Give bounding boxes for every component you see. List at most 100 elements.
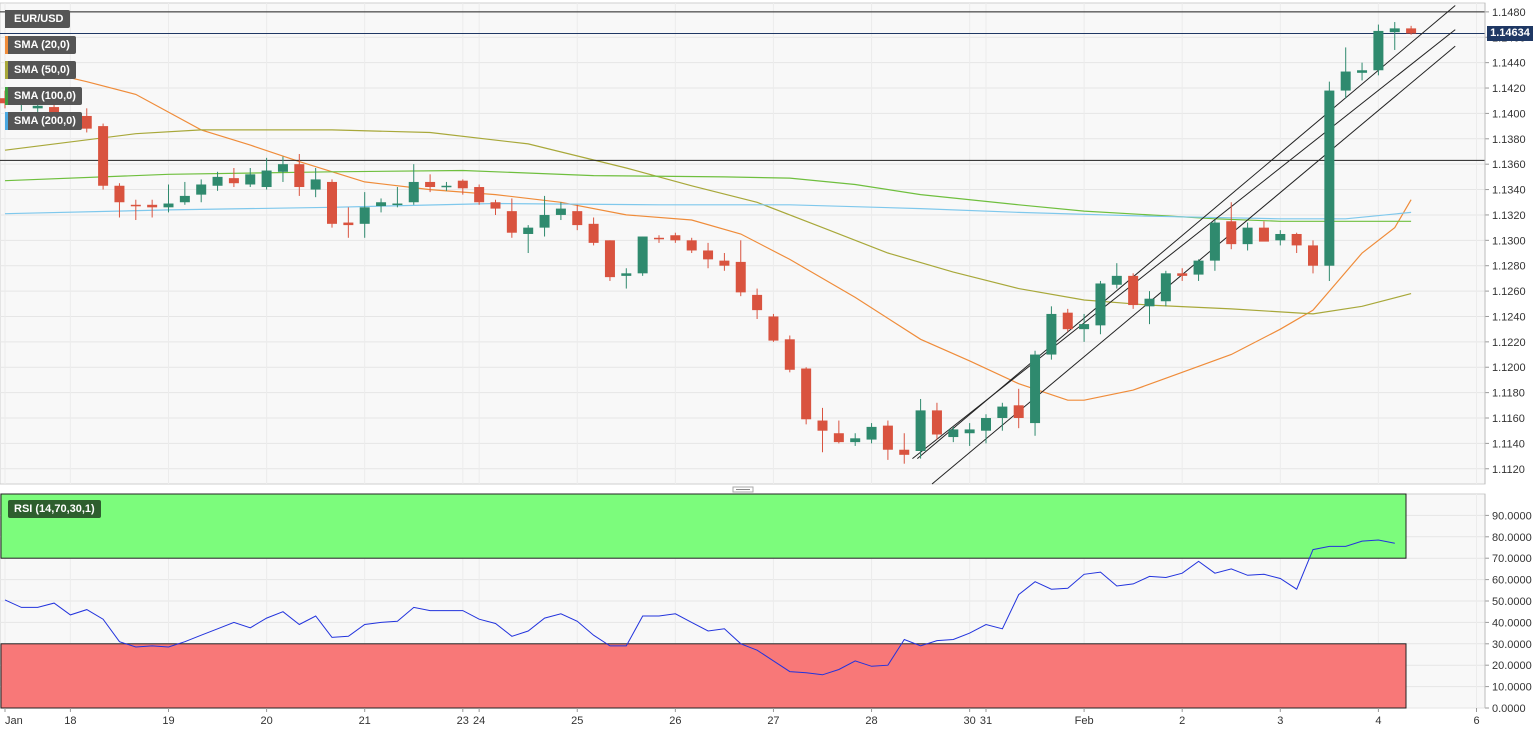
- candle: [474, 184, 485, 205]
- legend-item[interactable]: SMA (50,0): [5, 61, 76, 79]
- time-tick-label: 26: [669, 715, 681, 727]
- pane-splitter-handle[interactable]: [732, 486, 754, 493]
- rsi-tick-label: 30.0000: [1492, 639, 1532, 651]
- candle-body: [1046, 313, 1057, 355]
- candle-body: [719, 260, 730, 266]
- candle-body: [1160, 273, 1171, 302]
- candle-body: [327, 181, 337, 224]
- candle-body: [147, 204, 158, 208]
- candle-body: [572, 211, 583, 226]
- candle: [98, 123, 109, 190]
- candle: [850, 433, 861, 446]
- candle-body: [539, 214, 550, 228]
- candle: [425, 174, 436, 193]
- candle-body: [196, 184, 207, 195]
- candle: [572, 204, 583, 231]
- candle-body: [1111, 275, 1122, 285]
- candle: [1209, 220, 1220, 271]
- candle: [833, 420, 844, 444]
- legend-item[interactable]: SMA (200,0): [5, 112, 82, 130]
- candle: [539, 195, 550, 237]
- candle: [245, 167, 256, 188]
- candle-body: [376, 202, 387, 207]
- candle-body: [98, 126, 109, 186]
- candle: [1128, 273, 1139, 309]
- candle: [882, 420, 893, 460]
- candle-body: [899, 449, 910, 455]
- candle-body: [1128, 275, 1139, 306]
- legend-label: SMA (20,0): [14, 39, 70, 51]
- candle: [1291, 232, 1302, 254]
- candle: [686, 237, 697, 254]
- candle: [588, 217, 599, 246]
- price-tick-label: 1.1300: [1492, 235, 1526, 247]
- rsi-tick-label: 40.0000: [1492, 617, 1532, 629]
- rsi-tick-label: 50.0000: [1492, 596, 1532, 608]
- candle: [1079, 313, 1090, 342]
- candle-body: [1406, 28, 1417, 34]
- candle-body: [931, 410, 942, 435]
- candle: [1030, 350, 1041, 436]
- price-tick-label: 1.1400: [1492, 108, 1526, 120]
- candles: [0, 22, 1417, 464]
- time-tick-label: 2: [1179, 715, 1185, 727]
- candle-body: [408, 181, 419, 203]
- candle-body: [1095, 283, 1106, 326]
- time-tick-label: 19: [162, 715, 174, 727]
- candle: [310, 167, 321, 198]
- candle: [555, 202, 566, 221]
- candle: [228, 167, 239, 188]
- price-tick-label: 1.1160: [1492, 413, 1525, 425]
- candle: [294, 154, 305, 196]
- candle-body: [621, 273, 632, 276]
- candle-body: [1373, 30, 1384, 71]
- candle-body: [1193, 260, 1204, 275]
- candle: [523, 225, 534, 254]
- candle: [637, 236, 648, 276]
- time-tick-label: Feb: [1075, 715, 1094, 727]
- candle: [1308, 240, 1318, 274]
- candle-body: [1324, 90, 1335, 266]
- candle-body: [915, 410, 926, 452]
- legend-label: SMA (100,0): [14, 90, 76, 102]
- candle: [1340, 47, 1351, 99]
- price-tick-label: 1.1480: [1492, 7, 1526, 19]
- candle: [490, 199, 501, 215]
- price-axis: 1.14801.14601.14401.14201.14001.13801.13…: [1484, 3, 1526, 484]
- candle: [948, 426, 959, 443]
- price-tick-label: 1.1360: [1492, 159, 1526, 171]
- candle-body: [604, 240, 615, 278]
- candle: [147, 199, 158, 218]
- candle: [604, 240, 615, 281]
- candle: [441, 181, 452, 191]
- candle: [130, 199, 141, 221]
- candle-body: [343, 222, 354, 226]
- candle-body: [735, 261, 746, 293]
- candle-body: [1258, 227, 1269, 242]
- legend-item[interactable]: EUR/USD: [5, 10, 70, 28]
- candle-body: [163, 203, 174, 208]
- candle-body: [768, 316, 779, 341]
- candle-body: [1389, 28, 1400, 33]
- legend-item[interactable]: SMA (20,0): [5, 36, 76, 54]
- candle-body: [1291, 233, 1302, 246]
- sma-line: [4, 62, 1412, 401]
- candle-body: [1030, 354, 1041, 424]
- price-tick-label: 1.1180: [1492, 388, 1525, 400]
- candle: [654, 235, 664, 243]
- legend-item[interactable]: SMA (100,0): [5, 87, 82, 105]
- price-tick-label: 1.1340: [1492, 185, 1526, 197]
- candle-body: [997, 406, 1008, 419]
- candle: [1389, 22, 1400, 50]
- candle: [114, 183, 125, 218]
- candle-body: [212, 176, 223, 186]
- rsi-tick-label: 70.0000: [1492, 553, 1532, 565]
- horizontal-lines: [0, 11, 1485, 161]
- candle-body: [752, 294, 763, 311]
- candle-body: [441, 185, 452, 188]
- price-tick-label: 1.1140: [1492, 438, 1525, 450]
- rsi-legend[interactable]: RSI (14,70,30,1): [8, 500, 101, 518]
- candle-body: [179, 195, 190, 203]
- time-tick-label: 21: [359, 715, 371, 727]
